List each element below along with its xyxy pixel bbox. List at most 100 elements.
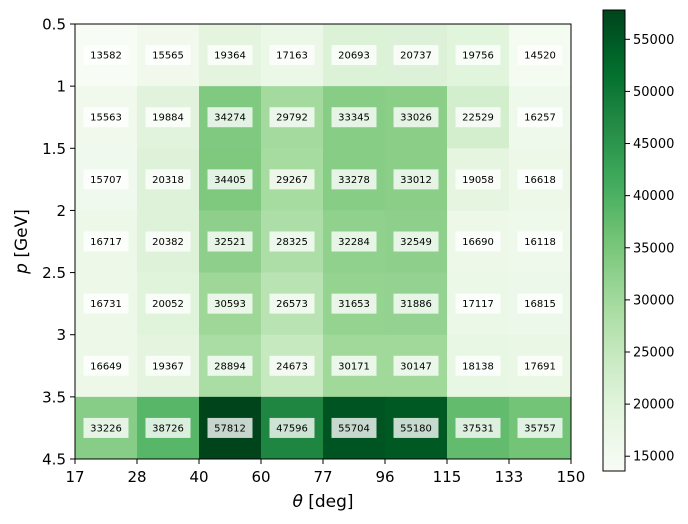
cell-label-box	[517, 355, 563, 376]
cell-value-label: 13582	[90, 51, 122, 62]
cell-label-box	[517, 417, 563, 438]
cell-label-box	[145, 355, 191, 376]
cell-label-box	[269, 45, 315, 66]
cell-label-box	[145, 169, 191, 190]
y-tick-label: 1	[56, 78, 66, 96]
cell-value-label: 20382	[152, 237, 184, 248]
cell-value-label: 15565	[152, 51, 184, 62]
cell-label-box	[393, 417, 439, 438]
cell-label-box	[517, 107, 563, 128]
cell-label-box	[83, 355, 129, 376]
cell-value-label: 31653	[338, 299, 370, 310]
cell-value-label: 16731	[90, 299, 122, 310]
cell-value-label: 55180	[400, 423, 432, 434]
cell-value-label: 22529	[462, 113, 494, 124]
cell-value-labels: 13582 15565 19364 17163 20693 20737 19756 14520…	[83, 45, 563, 438]
cell-label-box	[331, 169, 377, 190]
cell-label-box	[207, 45, 253, 66]
cell-value-label: 16257	[524, 113, 556, 124]
cell-value-label: 17163	[276, 51, 308, 62]
cell-value-label: 32284	[338, 237, 370, 248]
cell-label-box	[269, 231, 315, 252]
cell-value-label: 16815	[524, 299, 556, 310]
cell-value-label: 18138	[462, 361, 494, 372]
cell-value-label: 15707	[90, 175, 122, 186]
cell-value-label: 20052	[152, 299, 184, 310]
cell-value-label: 37531	[462, 423, 494, 434]
cell-label-box	[83, 293, 129, 314]
cell-label-box	[393, 169, 439, 190]
cell-label-box	[517, 45, 563, 66]
cell-label-box	[207, 231, 253, 252]
cell-label-box	[269, 169, 315, 190]
cell-value-label: 32549	[400, 237, 432, 248]
cell-value-label: 19367	[152, 361, 184, 372]
cell-label-box	[269, 417, 315, 438]
cell-label-box	[393, 231, 439, 252]
cell-value-label: 29792	[276, 113, 308, 124]
colorbar: 15000 20000 25000 30000 35000 40000 45000 50000…	[602, 9, 674, 472]
cell-value-label: 16717	[90, 237, 122, 248]
cell-value-label: 47596	[276, 423, 308, 434]
cell-value-label: 28894	[214, 361, 246, 372]
cell-label-box	[269, 107, 315, 128]
colorbar-tick-label: 25000	[633, 345, 674, 360]
colorbar-tick-label: 40000	[633, 189, 674, 204]
cell-value-label: 28325	[276, 237, 308, 248]
colorbar-tick-label: 20000	[633, 398, 674, 413]
cell-label-box	[393, 293, 439, 314]
x-tick-label: 17	[65, 468, 84, 486]
cell-value-label: 14520	[524, 51, 556, 62]
cell-value-label: 29267	[276, 175, 308, 186]
y-tick-label: 4.5	[42, 451, 66, 469]
cell-label-box	[331, 355, 377, 376]
cell-label-box	[207, 169, 253, 190]
cell-label-box	[207, 293, 253, 314]
cell-label-box	[83, 417, 129, 438]
y-tick-label: 1.5	[42, 140, 66, 158]
cell-value-label: 32521	[214, 237, 246, 248]
x-tick-label: 40	[189, 468, 208, 486]
cell-value-label: 34405	[214, 175, 246, 186]
x-tick-label: 96	[375, 468, 394, 486]
cell-label-box	[83, 45, 129, 66]
cell-label-box	[455, 231, 501, 252]
cell-value-label: 31886	[400, 299, 432, 310]
cell-value-label: 16618	[524, 175, 556, 186]
y-tick-label: 0.5	[42, 16, 66, 34]
cell-label-box	[455, 417, 501, 438]
cell-value-label: 30171	[338, 361, 370, 372]
cell-value-label: 33278	[338, 175, 370, 186]
cell-value-label: 57812	[214, 423, 246, 434]
cell-value-label: 24673	[276, 361, 308, 372]
cell-label-box	[269, 293, 315, 314]
cell-value-label: 20693	[338, 51, 370, 62]
y-tick-label: 3.5	[42, 388, 66, 406]
x-tick-label: 150	[557, 468, 586, 486]
cell-value-label: 34274	[214, 113, 246, 124]
cell-value-label: 26573	[276, 299, 308, 310]
cell-value-label: 19364	[214, 51, 246, 62]
cell-value-label: 20737	[400, 51, 432, 62]
cell-value-label: 55704	[338, 423, 370, 434]
cell-label-box	[145, 417, 191, 438]
x-tick-label: 60	[251, 468, 270, 486]
cell-label-box	[269, 355, 315, 376]
cell-label-box	[517, 231, 563, 252]
cell-label-box	[207, 417, 253, 438]
cell-value-label: 33012	[400, 175, 432, 186]
cell-label-box	[331, 417, 377, 438]
colorbar-ticks: 15000 20000 25000 30000 35000 40000 45000 50000…	[625, 33, 674, 465]
cell-value-label: 17691	[524, 361, 556, 372]
colorbar-tick-label: 50000	[633, 85, 674, 100]
x-tick-label: 133	[495, 468, 524, 486]
cell-value-label: 16649	[90, 361, 122, 372]
x-tick-label: 77	[313, 468, 332, 486]
cell-value-label: 38726	[152, 423, 184, 434]
cell-label-box	[393, 107, 439, 128]
cell-label-box	[145, 45, 191, 66]
cell-label-box	[83, 231, 129, 252]
x-axis-title: θ [deg]	[292, 492, 353, 512]
x-tick-label: 28	[127, 468, 146, 486]
